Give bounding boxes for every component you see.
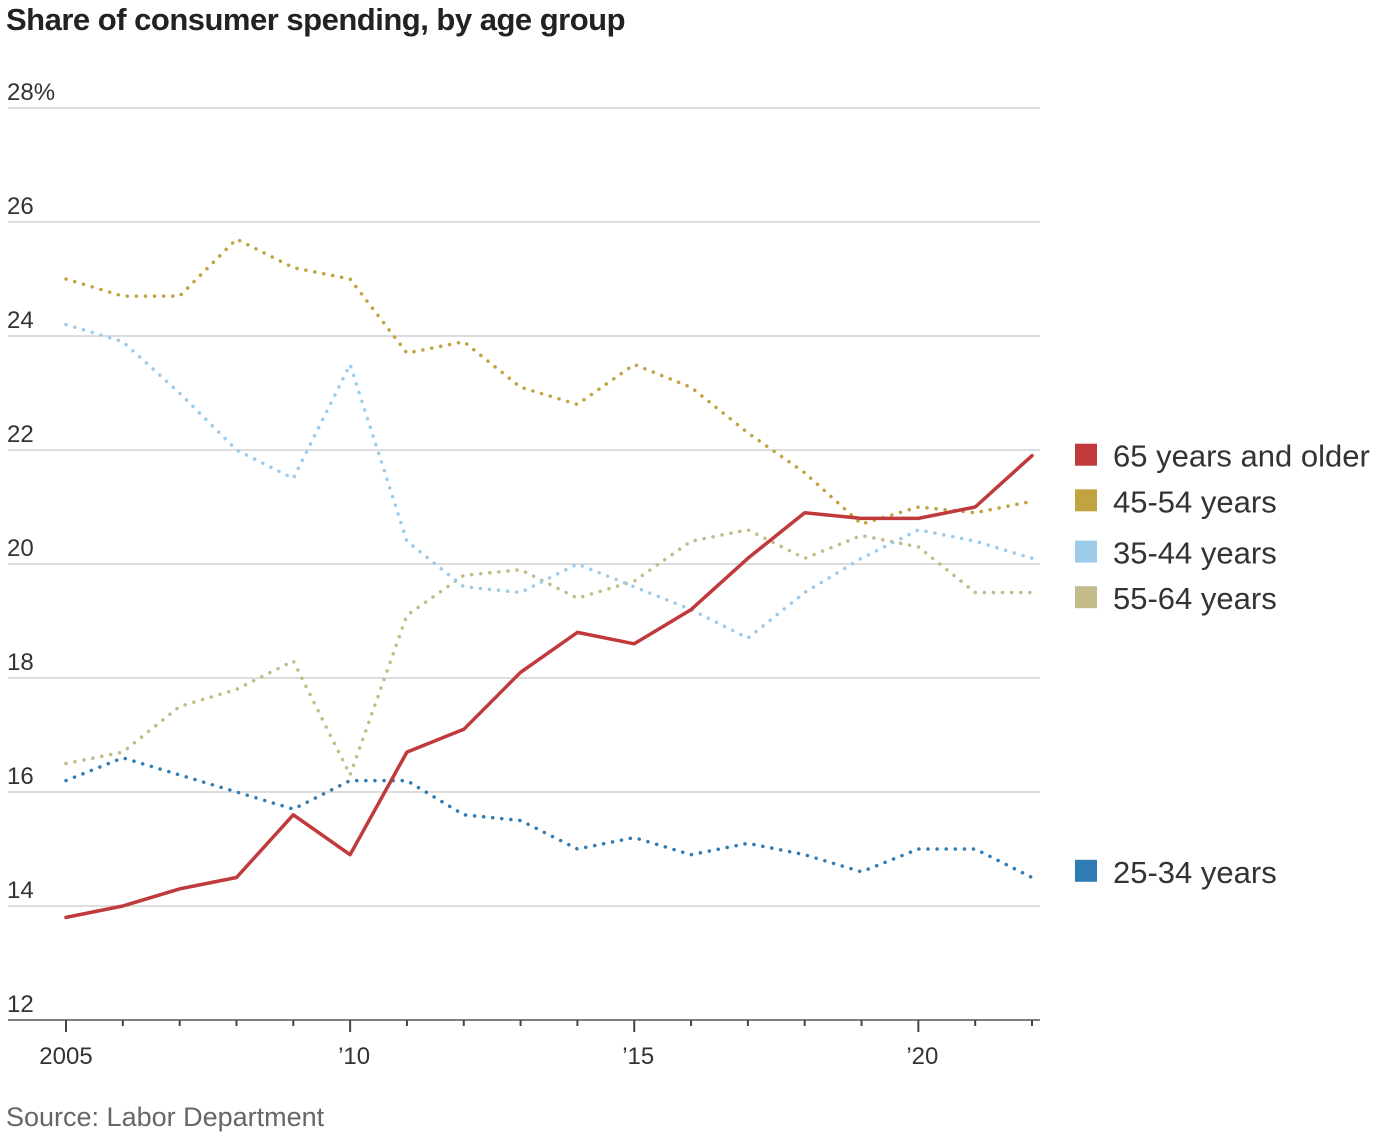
x-tick-label-2015: ’15 (622, 1043, 654, 1070)
legend-label-25-34-years: 25-34 years (1113, 855, 1277, 890)
series-line-45-54-years (64, 237, 1034, 526)
legend-swatch-45-54-years (1075, 489, 1097, 512)
legend: 65 years and older 45-54 years 35-44 years… (1075, 439, 1370, 890)
y-tick-label-22: 22 (7, 421, 34, 448)
y-tick-label-16: 16 (7, 763, 34, 790)
legend-swatch-55-64-years (1075, 586, 1097, 609)
legend-label-65-years-and-older: 65 years and older (1113, 439, 1370, 474)
y-tick-label-14: 14 (7, 877, 34, 904)
legend-swatch-65-years-and-older (1075, 443, 1097, 466)
legend-swatch-35-44-years (1075, 540, 1097, 563)
legend-label-35-44-years: 35-44 years (1113, 536, 1277, 571)
series-line-35-44-years (64, 322, 1034, 640)
chart-title: Share of consumer spending, by age group (6, 2, 626, 37)
source-note: Source: Labor Department (6, 1102, 325, 1132)
y-tick-label-18: 18 (7, 649, 34, 676)
x-axis: 2005 ’10 ’15 ’20 (8, 1019, 1040, 1070)
y-tick-label-28: 28% (7, 79, 55, 106)
legend-swatch-25-34-years (1075, 859, 1097, 882)
grid-lines (8, 107, 1040, 907)
y-tick-label-24: 24 (7, 307, 34, 334)
x-tick-label-2020: ’20 (906, 1043, 938, 1070)
series-lines (64, 237, 1034, 920)
x-tick-label-2010: ’10 (338, 1043, 370, 1070)
x-tick-label-2005: 2005 (39, 1043, 92, 1070)
y-tick-label-12: 12 (7, 991, 34, 1018)
y-tick-label-26: 26 (7, 193, 34, 220)
series-line-25-34-years (64, 756, 1034, 880)
y-axis-ticks: 28% 26 24 22 20 18 16 14 12 (7, 79, 55, 1018)
legend-label-45-54-years: 45-54 years (1113, 484, 1277, 519)
y-tick-label-20: 20 (7, 535, 34, 562)
series-line-65-years-and-older (64, 453, 1034, 920)
series-line-55-64-years (64, 528, 1034, 777)
legend-label-55-64-years: 55-64 years (1113, 581, 1277, 616)
